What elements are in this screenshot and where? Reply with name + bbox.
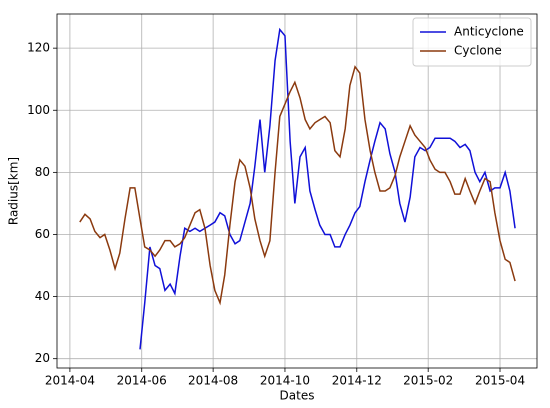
series-line — [79, 65, 516, 306]
y-tick-label: 20 — [35, 351, 50, 365]
legend: Anticyclone Cyclone — [412, 17, 532, 67]
x-axis-label: Dates — [280, 389, 315, 403]
y-tick-label: 40 — [35, 289, 50, 303]
legend-label: Cyclone — [454, 44, 502, 58]
series-line — [139, 27, 516, 350]
x-tick-label: 2014-10 — [260, 374, 310, 388]
legend-label: Anticyclone — [454, 25, 524, 39]
x-tick-label: 2014-12 — [332, 374, 382, 388]
y-axis-label: Radius[km] — [7, 157, 21, 225]
plot-frame — [56, 13, 538, 369]
x-tick-label: 2015-02 — [403, 374, 453, 388]
plot-lines — [79, 27, 516, 350]
y-tick-label: 100 — [27, 103, 50, 117]
x-tick-label: 2014-04 — [45, 374, 95, 388]
grid — [57, 14, 537, 368]
x-tick-label: 2014-08 — [188, 374, 238, 388]
ticks: 20 40 60 80 100 120 2014-04 2014-06 2014-08 2014-… — [27, 41, 525, 388]
y-tick-label: 120 — [27, 41, 50, 55]
y-tick-label: 80 — [35, 165, 50, 179]
x-tick-label: 2015-04 — [475, 374, 525, 388]
x-tick-label: 2014-06 — [117, 374, 167, 388]
y-tick-label: 60 — [35, 227, 50, 241]
legend-box — [412, 17, 532, 67]
